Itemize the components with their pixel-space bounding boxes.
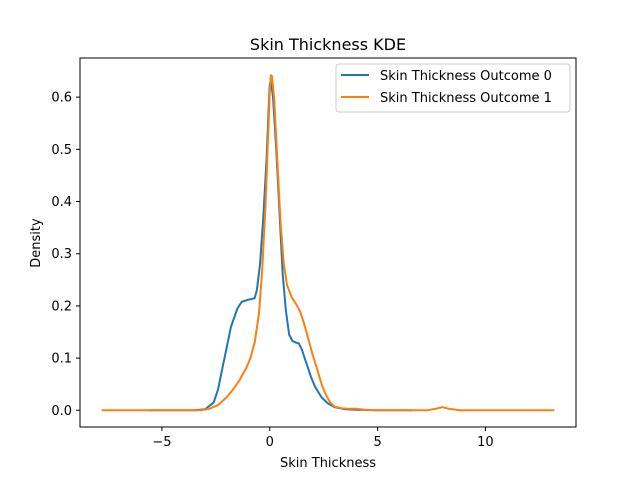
y-tick-label: 0.3 [51,247,72,262]
x-tick-label: 5 [373,435,381,450]
y-axis-label: Density [29,218,44,268]
y-tick-label: 0.2 [51,299,72,314]
kde-line-outcome-1 [101,74,555,412]
y-tick-label: 0.0 [51,404,72,419]
kde-line-outcome-0 [149,79,413,412]
legend-label-outcome-0: Skin Thickness Outcome 0 [380,69,552,84]
y-tick-label: 0.6 [51,91,72,106]
legend-label-outcome-1: Skin Thickness Outcome 1 [380,91,552,106]
x-tick-label: 0 [266,435,274,450]
y-tick-label: 0.5 [51,143,72,158]
y-tick-label: 0.1 [51,352,72,367]
plot-frame [79,57,577,428]
x-axis-label: Skin Thickness [280,456,376,471]
legend: Skin Thickness Outcome 0 Skin Thickness … [335,63,571,113]
x-tick-label: 10 [477,435,494,450]
legend-box [335,63,571,113]
y-tick-label: 0.4 [51,195,72,210]
x-tick-label: −5 [152,435,171,450]
chart-title: Skin Thickness KDE [250,35,406,54]
